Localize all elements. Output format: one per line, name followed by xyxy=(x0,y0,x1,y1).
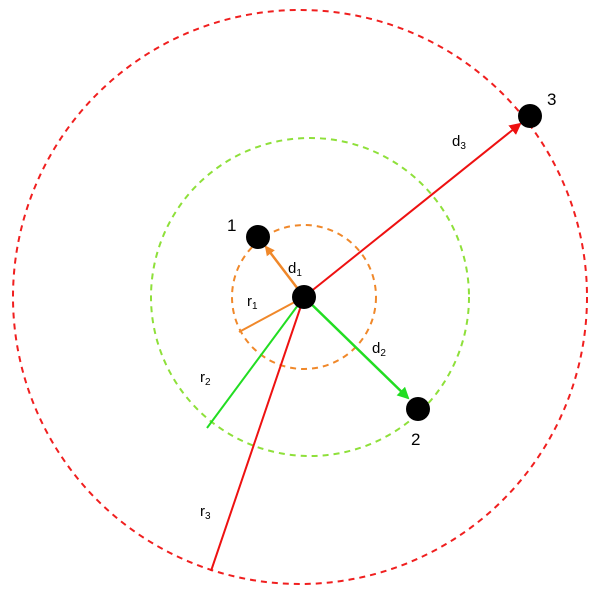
d1-label: d1 xyxy=(288,260,302,279)
point-2 xyxy=(406,397,430,421)
distance-d2-arrow xyxy=(303,296,410,400)
radius-r3-line xyxy=(210,296,305,572)
radius-r2-line xyxy=(206,296,305,429)
radius-r1-line xyxy=(238,296,305,333)
center-point xyxy=(292,285,316,309)
outer-ring-3 xyxy=(12,9,588,585)
distance-d3-arrow xyxy=(303,122,522,298)
point-1 xyxy=(246,225,270,249)
inner-ring-1 xyxy=(231,224,377,370)
middle-ring-2 xyxy=(150,137,470,457)
point-2-label: 2 xyxy=(411,430,420,449)
point-1-label: 1 xyxy=(227,216,236,235)
r2-label: r2 xyxy=(200,369,211,388)
d2-label: d2 xyxy=(372,340,386,359)
r1-label: r1 xyxy=(247,293,258,312)
point-3-label: 3 xyxy=(547,90,556,109)
d3-label: d3 xyxy=(452,133,466,152)
point-3 xyxy=(518,104,542,128)
r3-label: r3 xyxy=(200,503,211,522)
